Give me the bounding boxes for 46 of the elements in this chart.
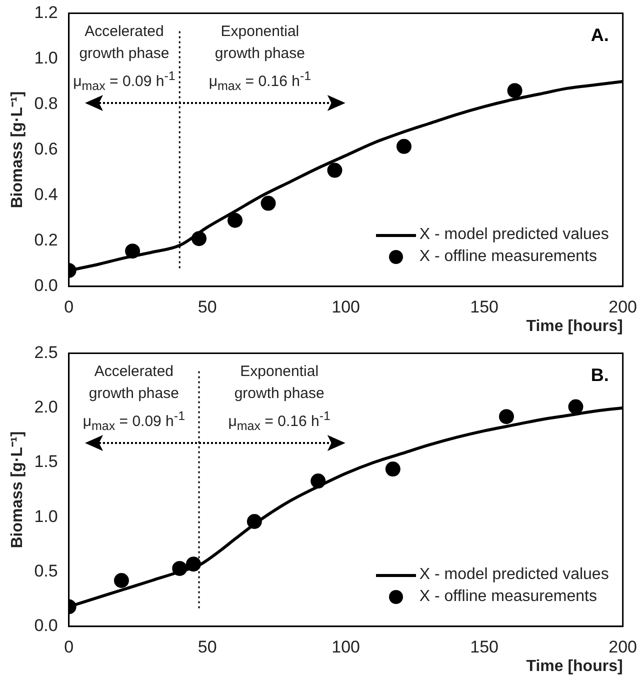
y-tick-label: 1.0 bbox=[34, 506, 58, 526]
legend-label: X - model predicted values bbox=[419, 566, 609, 584]
y-axis-title: Biomass [g·L⁻¹] bbox=[9, 91, 26, 208]
y-tick-label: 0.5 bbox=[34, 561, 58, 580]
point bbox=[114, 573, 129, 588]
x-axis-title: Time [hours] bbox=[526, 318, 623, 335]
point bbox=[260, 196, 276, 211]
legend-label: X - offline measurements bbox=[419, 588, 597, 606]
annotation: Accelerated growth phase μ$_{max}$ = 0.09 h$^{-1}$ bbox=[82, 362, 186, 436]
x-tick-label: 200 bbox=[608, 297, 638, 316]
point bbox=[396, 138, 412, 154]
x-tick-label: 150 bbox=[470, 637, 499, 656]
point bbox=[498, 409, 514, 424]
legend-label: X - model predicted values bbox=[419, 226, 609, 244]
x-axis-title: Time [hours] bbox=[526, 658, 623, 675]
y-tick-label: 0.0 bbox=[34, 276, 58, 296]
point bbox=[327, 162, 342, 178]
y-tick-label: 0.6 bbox=[34, 139, 58, 158]
y-tick-label: 1.5 bbox=[34, 452, 58, 472]
x-tick-label: 50 bbox=[198, 297, 217, 316]
annotation: A. bbox=[590, 25, 609, 46]
point bbox=[568, 399, 584, 414]
x-tick-label: 100 bbox=[332, 637, 360, 656]
y-tick-label: 2.5 bbox=[34, 342, 58, 362]
y-tick-label: 0.2 bbox=[34, 230, 58, 250]
x-tick-label: 0 bbox=[64, 637, 74, 656]
x-tick-label: 100 bbox=[332, 297, 360, 316]
annotation: Accelerated growth phase μ$_{max}$ = 0.09 h$^{-1}$ bbox=[72, 22, 176, 96]
x-tick-label: 150 bbox=[470, 297, 499, 316]
legend-label: X - offline measurements bbox=[419, 248, 597, 266]
y-tick-label: 2.0 bbox=[34, 398, 58, 417]
y-tick-label: 1.2 bbox=[34, 2, 58, 22]
y-tick-label: 0.4 bbox=[34, 185, 58, 204]
x-tick-label: 50 bbox=[198, 637, 217, 656]
x-tick-label: 200 bbox=[608, 637, 638, 656]
y-tick-label: 1.0 bbox=[34, 48, 58, 68]
point bbox=[228, 212, 243, 228]
point bbox=[385, 462, 400, 477]
x-tick-label: 0 bbox=[64, 297, 74, 316]
y-tick-label: 0.0 bbox=[34, 616, 58, 636]
annotation: Exponential growth phase μ$_{max}$ = 0.16 h$^{-1}$ bbox=[227, 362, 332, 436]
point bbox=[507, 83, 522, 98]
y-tick-label: 0.8 bbox=[34, 94, 58, 113]
annotation: B. bbox=[590, 365, 609, 386]
y-axis-title: Biomass [g·L⁻¹] bbox=[9, 431, 26, 548]
annotation: Exponential growth phase μ$_{max}$ = 0.16 h$^{-1}$ bbox=[208, 22, 312, 96]
